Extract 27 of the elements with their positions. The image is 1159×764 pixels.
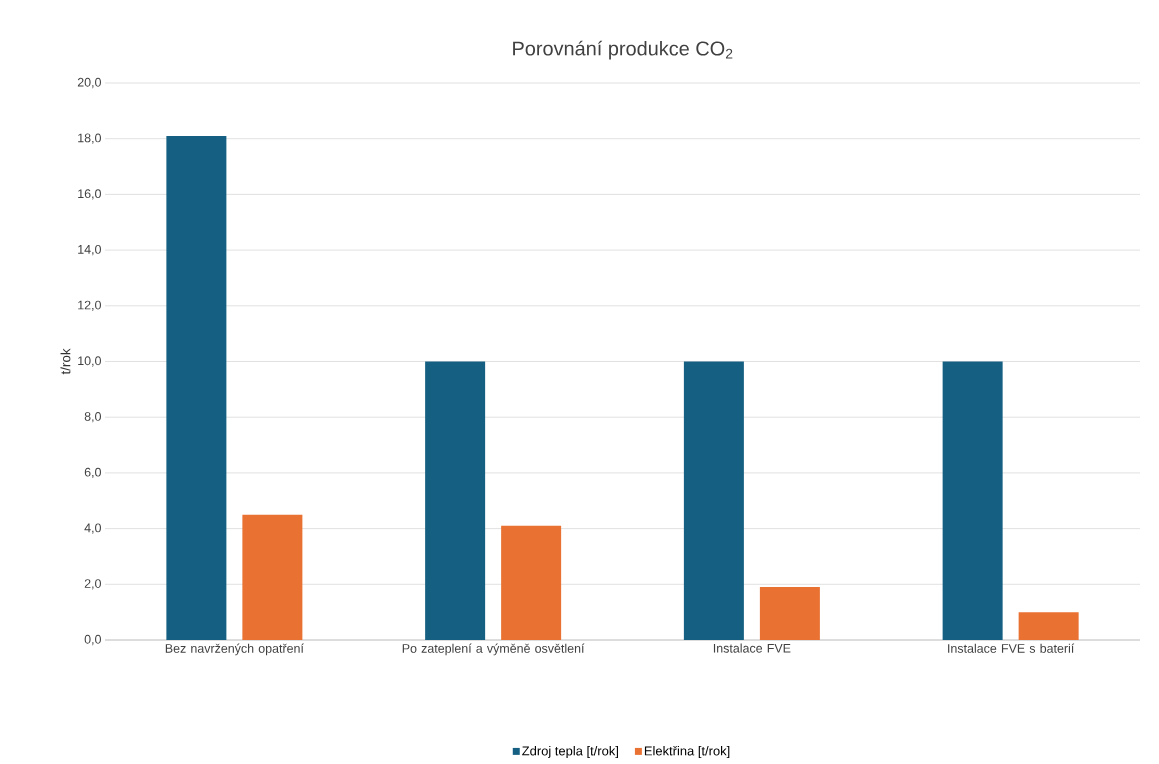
y-tick-label: 2,0 [84, 579, 101, 590]
bar [759, 587, 820, 640]
bar [683, 361, 744, 640]
y-tick-label: 0,0 [84, 634, 101, 646]
bar [166, 135, 227, 640]
y-tick-label: 16,0 [78, 189, 101, 200]
x-tick-label: Instalace FVE s baterií [948, 643, 1075, 653]
bar [425, 361, 486, 640]
y-tick-label: 14,0 [78, 244, 101, 256]
x-tick-label: Instalace FVE [713, 643, 791, 653]
y-tick-label: 18,0 [78, 133, 101, 144]
legend-label: Zdroj tepla [t/rok] [522, 745, 618, 759]
y-tick-label: 4,0 [84, 523, 101, 534]
y-tick-label: 20,0 [77, 77, 101, 89]
y-tick-label: 6,0 [84, 467, 101, 479]
x-tick-label: Bez navržených opatření [165, 643, 304, 656]
legend-label: Elektřina [t/rok] [644, 745, 730, 759]
y-tick-label: 10,0 [78, 356, 101, 367]
x-tick-label: Po zateplení a výměně osvětlení [402, 643, 585, 656]
bar [242, 514, 303, 640]
bar [942, 361, 1003, 640]
y-tick-label: 8,0 [84, 412, 101, 423]
y-tick-label: 12,0 [78, 300, 101, 311]
bar [1018, 612, 1079, 640]
chart-title: Porovnání produkce CO$_{2}$ [513, 40, 733, 60]
bar [501, 525, 562, 640]
y-axis-title: t/rok [60, 348, 71, 375]
